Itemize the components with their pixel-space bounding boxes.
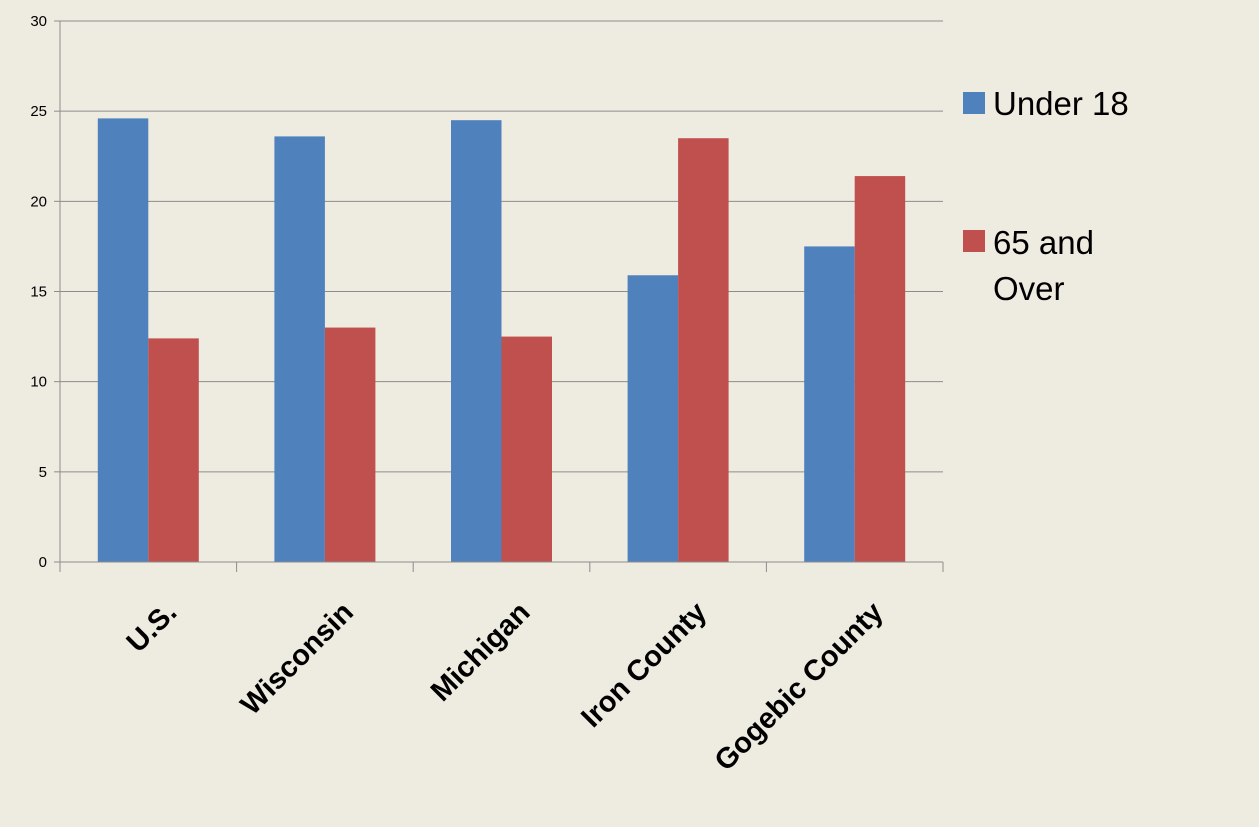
- bar-65-and-over: [854, 176, 906, 562]
- y-tick-label: 25: [30, 103, 47, 120]
- x-category-label: Iron County: [575, 596, 713, 734]
- legend-label-65-and-over: 65 and Over: [993, 224, 1094, 307]
- bars: [97, 118, 906, 562]
- axes: [54, 20, 944, 572]
- y-axis-tick-labels: 0 5 10 15 20 25 30: [30, 13, 47, 571]
- bar-under-18: [97, 118, 149, 562]
- bar-65-and-over: [501, 336, 552, 562]
- y-tick-label: 5: [39, 464, 47, 481]
- x-category-label: Wisconsin: [235, 596, 360, 721]
- legend-swatch-65-and-over: [963, 230, 985, 252]
- bar-under-18: [627, 275, 679, 562]
- y-tick-label: 0: [39, 554, 47, 571]
- bar-under-18: [274, 136, 325, 562]
- bar-65-and-over: [324, 327, 376, 562]
- y-tick-label: 10: [30, 374, 47, 391]
- bar-under-18: [451, 120, 502, 562]
- y-tick-label: 30: [30, 13, 47, 30]
- x-category-label: U.S.: [121, 596, 184, 659]
- x-category-label: Gogebic County: [709, 596, 890, 777]
- x-axis-category-labels: U.S. Wisconsin Michigan Iron CountyGogebic …: [121, 596, 890, 777]
- x-category-label: Michigan: [425, 596, 536, 707]
- bar-65-and-over: [678, 138, 729, 562]
- legend: Under 18 65 and Over: [963, 85, 1129, 307]
- bar-65-and-over: [148, 338, 199, 562]
- legend-swatch-under-18: [963, 92, 985, 114]
- y-tick-label: 15: [30, 284, 47, 301]
- legend-label-under-18: Under 18: [993, 85, 1129, 122]
- bar-under-18: [804, 246, 855, 562]
- y-tick-label: 20: [30, 193, 47, 210]
